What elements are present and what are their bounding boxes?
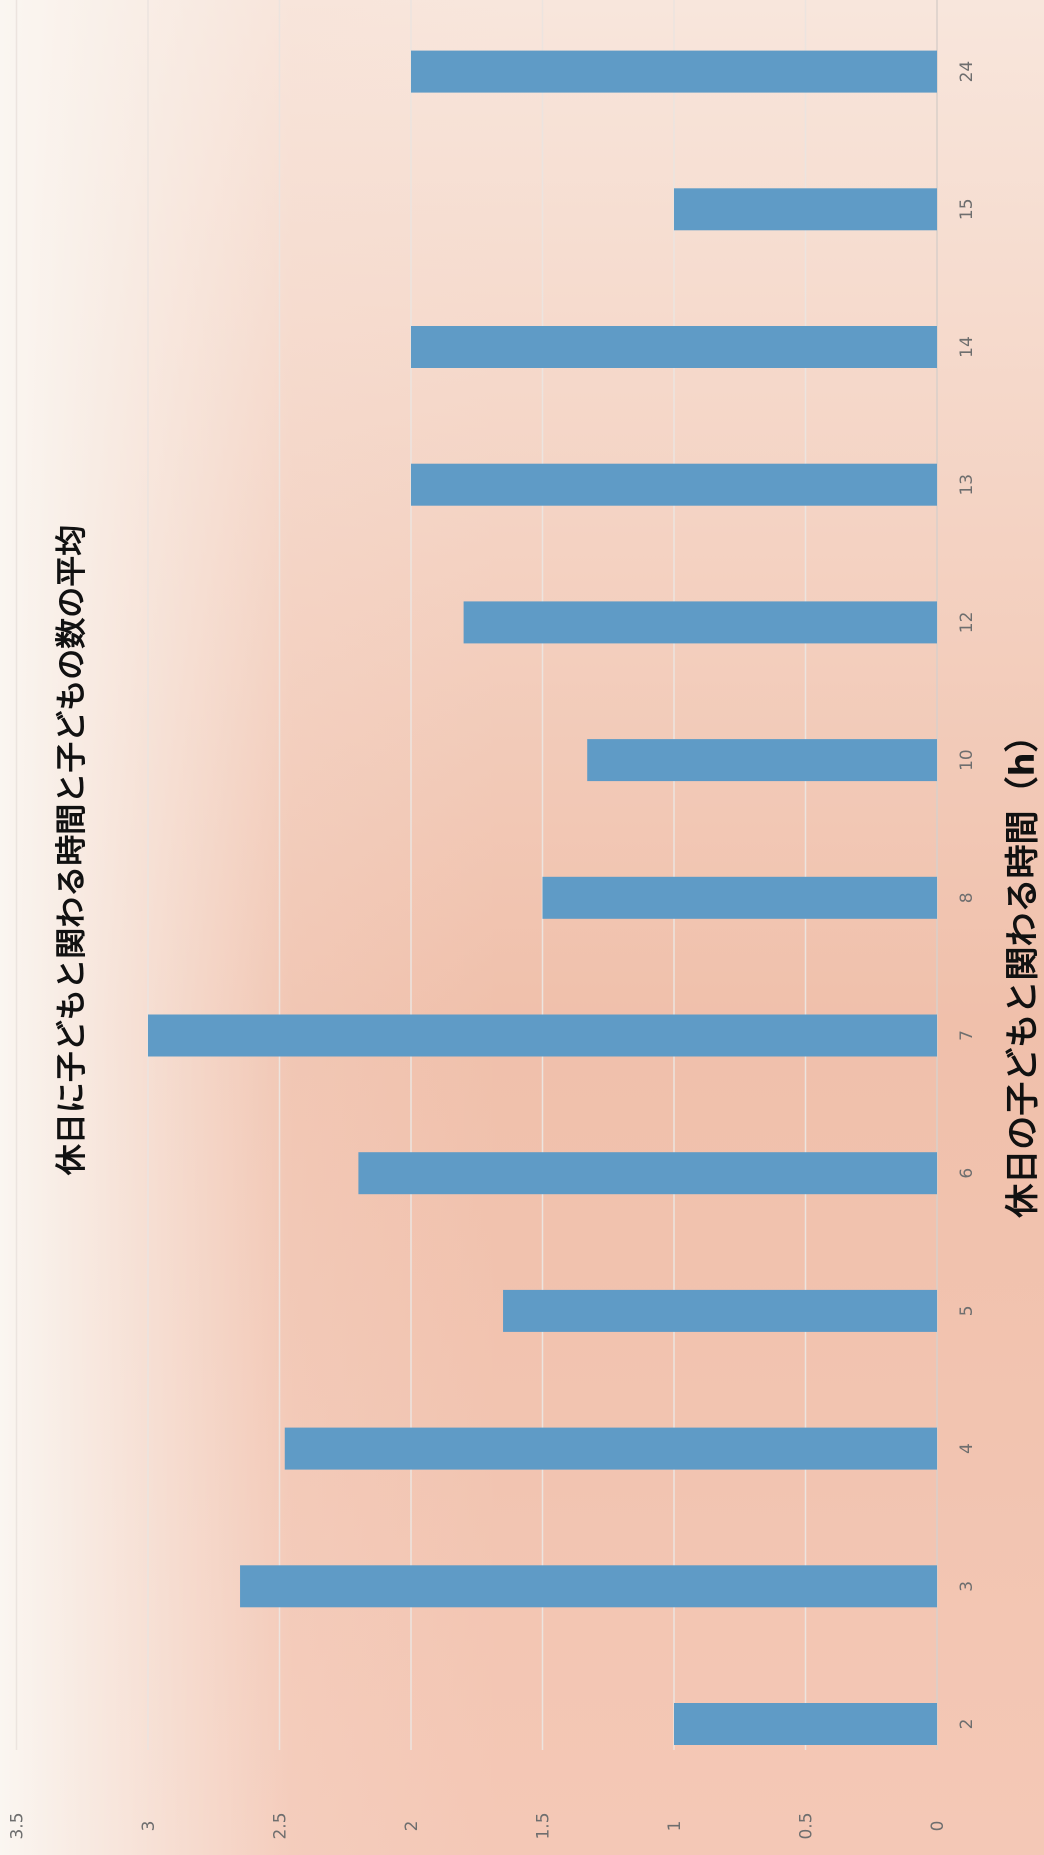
- category-tick-labels: 2 3 4 5 6 7 8 10 12 13 14 15 24: [957, 61, 977, 1730]
- category-tick-label: 6: [957, 1168, 977, 1179]
- value-tick-label: 0: [928, 1821, 948, 1832]
- category-tick-label: 13: [957, 474, 977, 496]
- bar-8: [542, 876, 937, 919]
- value-tick-labels: 0 0.5 1 1.5 2 2.5 3 3.5: [8, 1812, 949, 1839]
- value-tick-label: 2.5: [271, 1812, 291, 1839]
- value-tick-label: 2: [402, 1821, 422, 1832]
- category-tick-label: 7: [957, 1030, 977, 1041]
- category-tick-label: 12: [957, 612, 977, 634]
- category-tick-label: 10: [957, 749, 977, 771]
- bar-6: [358, 1152, 937, 1195]
- bar-7: [148, 1014, 937, 1057]
- bar-24: [411, 50, 937, 93]
- value-tick-label: 1: [665, 1821, 685, 1832]
- category-tick-label: 2: [957, 1719, 977, 1730]
- chart-title: 休日に子どもと関わる時間と子どもの数の平均: [54, 525, 90, 1176]
- bars: [148, 50, 938, 1745]
- category-tick-label: 3: [957, 1581, 977, 1592]
- bar-4: [284, 1427, 937, 1470]
- category-tick-label: 8: [957, 892, 977, 903]
- bar-15: [674, 188, 937, 231]
- x-axis-title: 休日の子どもと関わる時間（h）: [1003, 718, 1043, 1219]
- value-tick-label: 1.5: [534, 1812, 554, 1839]
- bar-12: [463, 601, 937, 644]
- gridlines: [15, 0, 938, 1750]
- bar-3: [240, 1565, 938, 1608]
- bar-13: [411, 463, 937, 506]
- category-tick-label: 5: [957, 1305, 977, 1316]
- category-tick-label: 4: [957, 1443, 977, 1454]
- category-tick-label: 14: [957, 336, 977, 358]
- category-tick-label: 24: [957, 61, 977, 83]
- bar-14: [411, 326, 937, 368]
- value-tick-label: 0.5: [797, 1812, 817, 1839]
- bar-2: [674, 1703, 937, 1745]
- bar-10: [587, 739, 937, 782]
- category-tick-label: 15: [957, 198, 977, 220]
- value-tick-label: 3.5: [8, 1812, 28, 1839]
- bar-5: [503, 1289, 937, 1332]
- value-tick-label: 3: [139, 1821, 159, 1832]
